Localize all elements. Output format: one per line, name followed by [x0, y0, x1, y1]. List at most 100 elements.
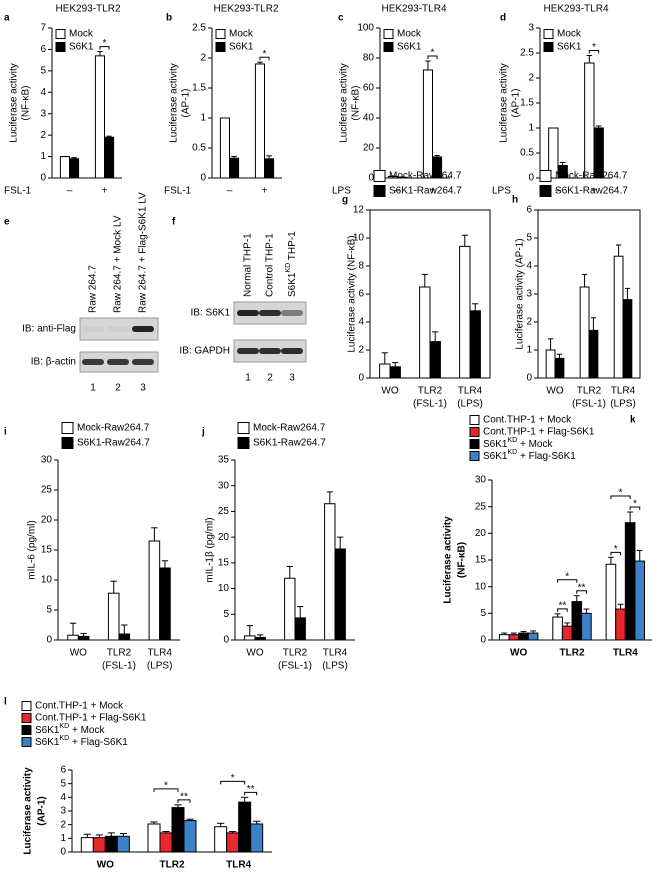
significance-label: * — [431, 48, 435, 59]
error-bar — [97, 51, 103, 56]
lane-label: Raw 264.7 + Flag-S6K1 LV — [138, 192, 149, 313]
x-tick-label: TLR4 — [226, 860, 251, 871]
y-tick-label: 1.5 — [520, 98, 534, 109]
lane-number: 3 — [289, 373, 295, 384]
significance-bracket — [259, 56, 270, 61]
bar — [159, 567, 171, 641]
bar — [469, 310, 481, 379]
significance-label: ** — [247, 784, 255, 795]
bar — [294, 617, 306, 641]
significance-bracket — [153, 788, 179, 792]
legend-swatch — [469, 427, 480, 437]
superscript: KD — [285, 263, 292, 273]
x-tick-label: – — [395, 186, 401, 197]
row-label: IB: anti-Flag — [22, 324, 76, 335]
legend-label: Mock — [69, 29, 94, 40]
legend-swatch — [237, 422, 250, 434]
x-tick-label: TLR4 — [458, 386, 483, 397]
error-bar — [617, 603, 624, 610]
error-bar — [106, 135, 112, 138]
bar — [264, 158, 275, 179]
bar — [226, 832, 240, 853]
error-bar — [69, 622, 77, 636]
legend-label: S6K1-Raw264.7 — [253, 438, 326, 449]
y-tick-label: 20 — [363, 143, 375, 154]
bar — [624, 522, 636, 641]
y-tick-label: 80 — [363, 53, 375, 64]
lane-label: Normal THP-1 — [243, 233, 254, 297]
chart-title: HEK293-TLR2 — [55, 4, 120, 15]
bar-chart: a HEK293-TLR2 Luciferase activity (NF-κB) 0 1… — [4, 4, 122, 197]
error-bar — [246, 625, 253, 636]
text-part: + Mock — [69, 725, 105, 736]
y-axis-label: (NF-κB) — [457, 542, 468, 578]
y-tick-label: 15 — [475, 555, 487, 566]
legend-label: S6K1KD + Mock — [483, 437, 553, 450]
y-tick-label: 0 — [526, 373, 532, 384]
superscript: KD — [507, 449, 517, 456]
bar — [250, 823, 264, 853]
legend-label: S6K1KD + Flag-S6K1 — [35, 735, 128, 748]
bar — [238, 801, 252, 853]
x-tick-label: (LPS) — [610, 399, 636, 410]
error-bar — [583, 608, 590, 614]
y-tick-label: 4 — [40, 87, 46, 98]
error-bar — [554, 613, 561, 618]
band — [281, 348, 303, 354]
x-tick-label: TLR2 — [160, 860, 185, 871]
x-tick-label: + — [102, 186, 108, 197]
x-tick-label: (FSL-1) — [572, 399, 606, 410]
legend-label: Cont.THP-1 + Flag-S6K1 — [35, 713, 147, 724]
significance-label: * — [592, 42, 596, 53]
lane-label: Raw 264.7 + Mock LV — [113, 215, 124, 313]
legend-swatch — [21, 701, 32, 711]
error-bar — [615, 244, 622, 257]
legend-label: Cont.THP-1 + Flag-S6K1 — [483, 427, 595, 438]
y-tick-label: 20 — [475, 528, 487, 539]
error-bar — [381, 352, 388, 364]
significance-bracket — [576, 590, 587, 594]
y-tick-label: 10 — [41, 575, 53, 586]
band — [82, 359, 104, 365]
panel-letter: j — [201, 427, 205, 438]
y-axis-label: mIL-1β (pg/ml) — [205, 517, 216, 582]
x-tick-label: (FSL-1) — [102, 661, 136, 672]
y-tick-label: 1 — [40, 151, 46, 162]
bar — [379, 363, 391, 379]
band — [132, 359, 154, 365]
x-tick-label: TLR2 — [560, 648, 585, 659]
lane-number: 2 — [115, 383, 121, 394]
panel-letter: c — [338, 13, 344, 24]
bar — [214, 826, 228, 853]
error-bar — [510, 632, 517, 635]
significance-bracket — [610, 551, 622, 556]
bar — [183, 820, 197, 853]
error-bar — [83, 833, 91, 838]
x-tick-label: WO — [246, 648, 263, 659]
legend-swatch — [539, 170, 552, 182]
legend-swatch — [21, 737, 32, 747]
significance-bracket — [588, 50, 600, 54]
y-axis-label: Luciferase activity — [339, 63, 350, 142]
bar — [579, 286, 590, 379]
y-tick-label: 1 — [60, 833, 66, 844]
y-tick-label: 7 — [40, 23, 46, 34]
y-tick-label: 25 — [475, 501, 487, 512]
y-tick-label: 25 — [41, 485, 53, 496]
text-part: + Flag-S6K1 — [69, 737, 128, 748]
error-bar — [253, 820, 261, 824]
error-bar — [636, 549, 643, 562]
panel-letter: g — [342, 195, 348, 206]
error-bar — [581, 273, 588, 287]
y-tick-label: 5 — [526, 233, 532, 244]
panel-letter: d — [500, 13, 506, 24]
x-tick-label: TLR2 — [107, 648, 132, 659]
bar — [634, 560, 646, 641]
x-tick-label: – — [227, 186, 233, 197]
y-tick-label: 5 — [223, 609, 229, 620]
y-tick-label: 35 — [218, 455, 230, 466]
y-tick-label: 2 — [40, 130, 46, 141]
legend-label: S6K1 — [557, 42, 582, 53]
y-tick-label: 2 — [200, 53, 206, 64]
